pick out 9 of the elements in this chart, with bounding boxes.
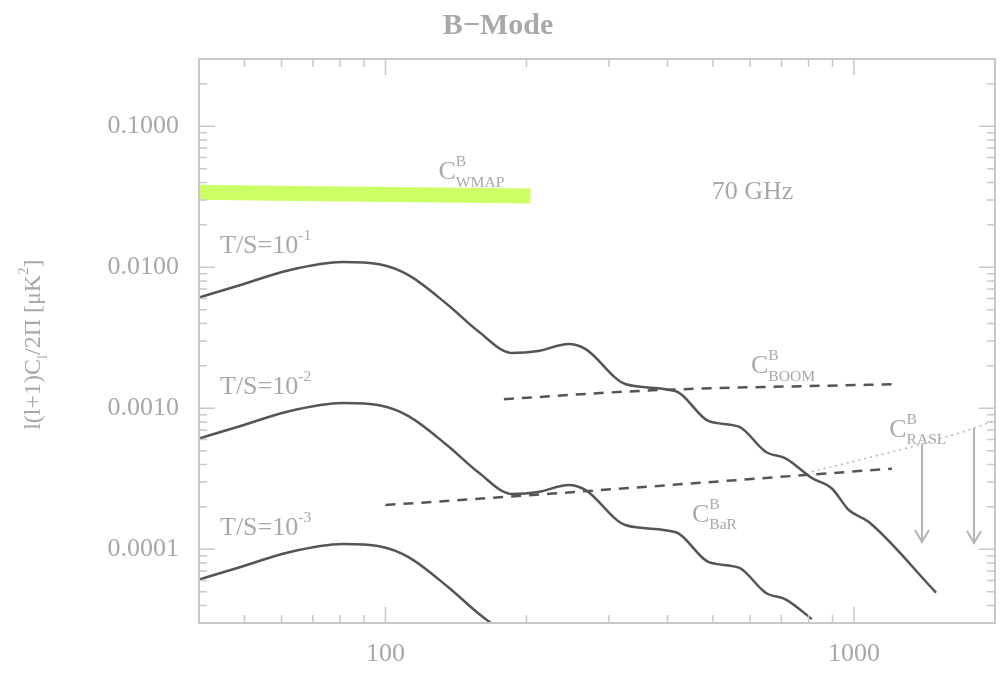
y-tick-label: 0.0010 (107, 392, 179, 422)
x-tick-label: 1000 (827, 638, 880, 668)
y-tick-label: 0.0001 (107, 533, 179, 563)
y-axis-title: l(l+1)Cl/2Π [μK2] (15, 259, 51, 430)
x-tick-label: 100 (365, 638, 405, 668)
y-tick-label: 0.0100 (107, 251, 179, 281)
y-tick-label: 0.1000 (107, 110, 179, 140)
annotation: 70 GHz (711, 176, 794, 205)
chart-title: B−Mode (442, 6, 554, 40)
